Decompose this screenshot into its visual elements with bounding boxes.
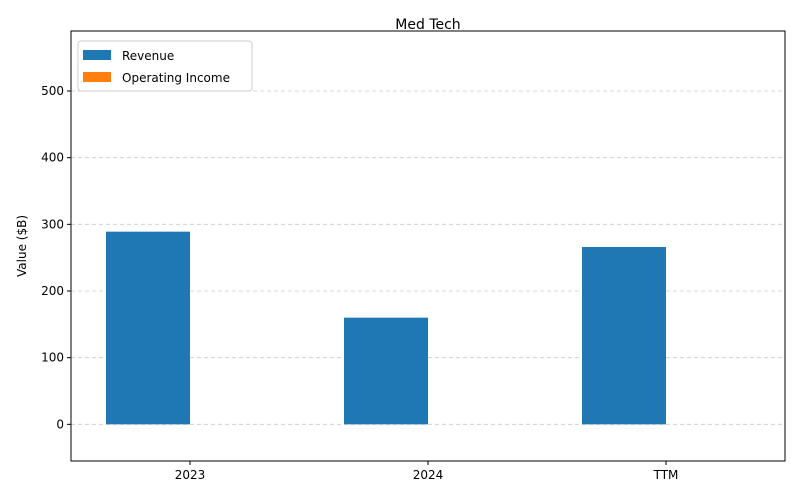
y-tick-label: 0: [56, 417, 64, 431]
y-tick-label: 100: [41, 351, 64, 365]
x-tick-label: 2023: [175, 468, 206, 482]
y-axis-ticks: 0 100 200 300 400 500: [41, 84, 71, 431]
bar-revenue-ttm: [582, 247, 666, 425]
x-tick-label: 2024: [413, 468, 444, 482]
x-tick-label: TTM: [653, 468, 679, 482]
y-tick-label: 200: [41, 284, 64, 298]
legend-box: [77, 40, 253, 92]
y-tick-label: 300: [41, 217, 64, 231]
legend-swatch: [83, 50, 111, 60]
legend-label: Revenue: [122, 49, 174, 63]
legend-label: Operating Income: [122, 71, 230, 85]
y-tick-label: 500: [41, 84, 64, 98]
bar-revenue-2023: [106, 231, 190, 425]
legend: Revenue Operating Income: [77, 40, 253, 92]
x-axis-ticks: 2023 2024 TTM: [175, 461, 679, 482]
bar-revenue-2024: [344, 317, 428, 425]
bars: [106, 231, 666, 425]
legend-swatch: [83, 72, 111, 82]
chart-title: Med Tech: [395, 17, 460, 33]
y-tick-label: 400: [41, 151, 64, 165]
y-axis-label: Value ($B): [15, 215, 29, 277]
